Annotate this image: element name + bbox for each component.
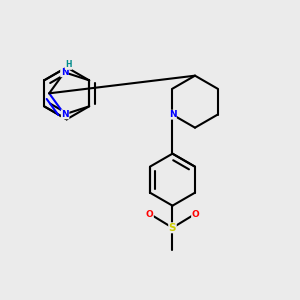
Text: N: N xyxy=(61,110,69,119)
Text: H: H xyxy=(65,61,72,70)
Text: N: N xyxy=(169,110,176,119)
Text: N: N xyxy=(61,68,68,77)
Text: O: O xyxy=(146,210,153,219)
Text: S: S xyxy=(169,223,176,233)
Text: O: O xyxy=(192,210,199,219)
